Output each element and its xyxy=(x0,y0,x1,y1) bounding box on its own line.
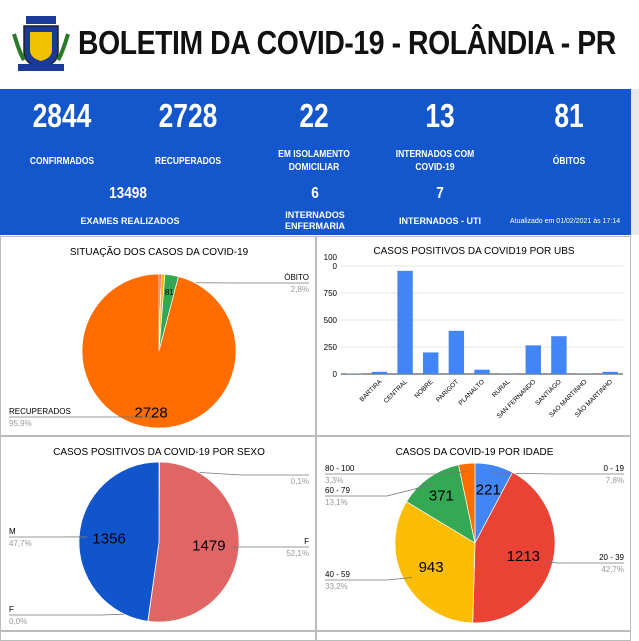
icu-count: 7 xyxy=(406,185,474,203)
slice-percent-label: 95,9% xyxy=(9,419,32,428)
bar xyxy=(372,372,387,374)
slice-percent-label: 7,8% xyxy=(606,476,624,485)
x-tick-label: PLANALTO xyxy=(457,378,486,407)
slice-name-label: M xyxy=(9,527,16,536)
slice-percent-label: 0,0% xyxy=(9,617,27,626)
slice-percent-label: 3,3% xyxy=(325,476,343,485)
y-tick-label: 0 xyxy=(333,370,338,379)
bar xyxy=(602,372,617,374)
header: BOLETIM DA COVID-19 - ROLÂNDIA - PR xyxy=(0,0,639,88)
slice-value-label: 221 xyxy=(476,482,501,499)
city-coat-of-arms-logo xyxy=(12,14,70,74)
slice-value-label: 371 xyxy=(429,488,454,505)
y-tick-label: 750 xyxy=(324,289,338,298)
slice-name-label: F xyxy=(304,537,309,546)
slice-name-label: RECUPERADOS xyxy=(9,407,71,416)
recovered-label: RECUPERADOS xyxy=(137,155,239,168)
slice-name-label: 0 - 19 xyxy=(604,464,625,473)
slice-percent-label: 52,1% xyxy=(286,549,309,558)
y-tick-label: 100 xyxy=(324,253,338,262)
slice-name-label: 20 - 39 xyxy=(599,553,624,562)
chart-title: CASOS POSITIVOS DA COVID-19 POR SEXO xyxy=(53,447,265,458)
home-isolation-label: EM ISOLAMENTO DOMICILIAR xyxy=(276,148,353,174)
bar xyxy=(449,331,464,374)
recovered-count: 2728 xyxy=(140,97,236,135)
panel-below xyxy=(0,631,316,641)
exams-count: 13498 xyxy=(94,185,162,203)
bar xyxy=(423,352,438,374)
home-isolation-count: 22 xyxy=(266,97,362,135)
updated-timestamp: Atualizado em 01/02/2021 às 17:14 xyxy=(510,218,620,225)
slice-value-label: 2728 xyxy=(134,404,167,421)
page-title: BOLETIM DA COVID-19 - ROLÂNDIA - PR xyxy=(78,24,616,62)
slice-name-label: 40 - 59 xyxy=(325,570,350,579)
ubs-bar-panel: CASOS POSITIVOS DA COVID19 POR UBS 0 250 50… xyxy=(316,236,631,436)
ward-count: 6 xyxy=(281,185,349,203)
hospitalized-label: INTERNADOS COM COVID-19 xyxy=(393,148,478,174)
slice-value-label: 1479 xyxy=(192,538,225,555)
deaths-label: ÓBITOS xyxy=(518,155,620,168)
confirmed-count: 2844 xyxy=(14,97,110,135)
ward-label: INTERNADOS ENFERMARIA xyxy=(280,210,350,232)
slice-value-label: 943 xyxy=(419,559,444,576)
x-tick-label: NOBRE xyxy=(413,378,435,400)
slice-name-label: ÓBITO xyxy=(284,273,309,282)
slice-percent-label: 47,7% xyxy=(9,539,32,548)
y-tick-label: 250 xyxy=(324,343,338,352)
icu-label: INTERNADOS - UTI xyxy=(380,216,500,227)
sex-pie-panel: CASOS POSITIVOS DA COVID-19 POR SEXO 0,1%… xyxy=(0,436,316,631)
slice-value-label: 1356 xyxy=(92,530,125,547)
status-pie-panel: SITUAÇÃO DOS CASOS DA COVID-19 81 ÓBITO 2,8… xyxy=(0,236,316,436)
hospitalized-count: 13 xyxy=(392,97,488,135)
stats-band: 2844 2728 22 13 81 CONFIRMADOS RECUPERAD… xyxy=(0,89,631,235)
chart-title: CASOS DA COVID-19 POR IDADE xyxy=(396,447,554,458)
slice-name-label: F xyxy=(9,605,14,614)
panel-below xyxy=(316,631,631,641)
slice-percent-label: 42,7% xyxy=(601,565,624,574)
y-tick-label: 0 xyxy=(333,262,338,271)
bar xyxy=(474,370,489,374)
slice-percent-label: 0,1% xyxy=(291,477,309,486)
slice-percent-label: 2,8% xyxy=(291,285,309,294)
x-tick-label: CENTRAL xyxy=(383,378,410,405)
x-tick-label: RURAL xyxy=(491,378,512,399)
confirmed-label: CONFIRMADOS xyxy=(11,155,113,168)
slice-name-label: 60 - 79 xyxy=(325,486,350,495)
x-tick-label: BARTIRA xyxy=(359,378,384,403)
bar xyxy=(397,271,412,374)
slice-value-label: 1213 xyxy=(507,548,540,565)
slice-percent-label: 13,1% xyxy=(325,498,348,507)
deaths-count: 81 xyxy=(521,97,617,135)
bar xyxy=(551,336,566,374)
x-tick-label: PARIGOT xyxy=(435,378,460,403)
slice-value-label: 81 xyxy=(165,288,174,297)
slice-percent-label: 33,2% xyxy=(325,582,348,591)
bar xyxy=(526,345,541,374)
y-tick-label: 500 xyxy=(324,316,338,325)
exams-label: EXAMES REALIZADOS xyxy=(70,216,190,227)
chart-title: CASOS POSITIVOS DA COVID19 POR UBS xyxy=(373,246,574,257)
slice-name-label: 80 - 100 xyxy=(325,464,355,473)
scroll-edge xyxy=(631,89,639,235)
age-pie-panel: CASOS DA COVID-19 POR IDADE 221 0 - 19 7,8%… xyxy=(316,436,631,631)
chart-title: SITUAÇÃO DOS CASOS DA COVID-19 xyxy=(70,245,249,258)
